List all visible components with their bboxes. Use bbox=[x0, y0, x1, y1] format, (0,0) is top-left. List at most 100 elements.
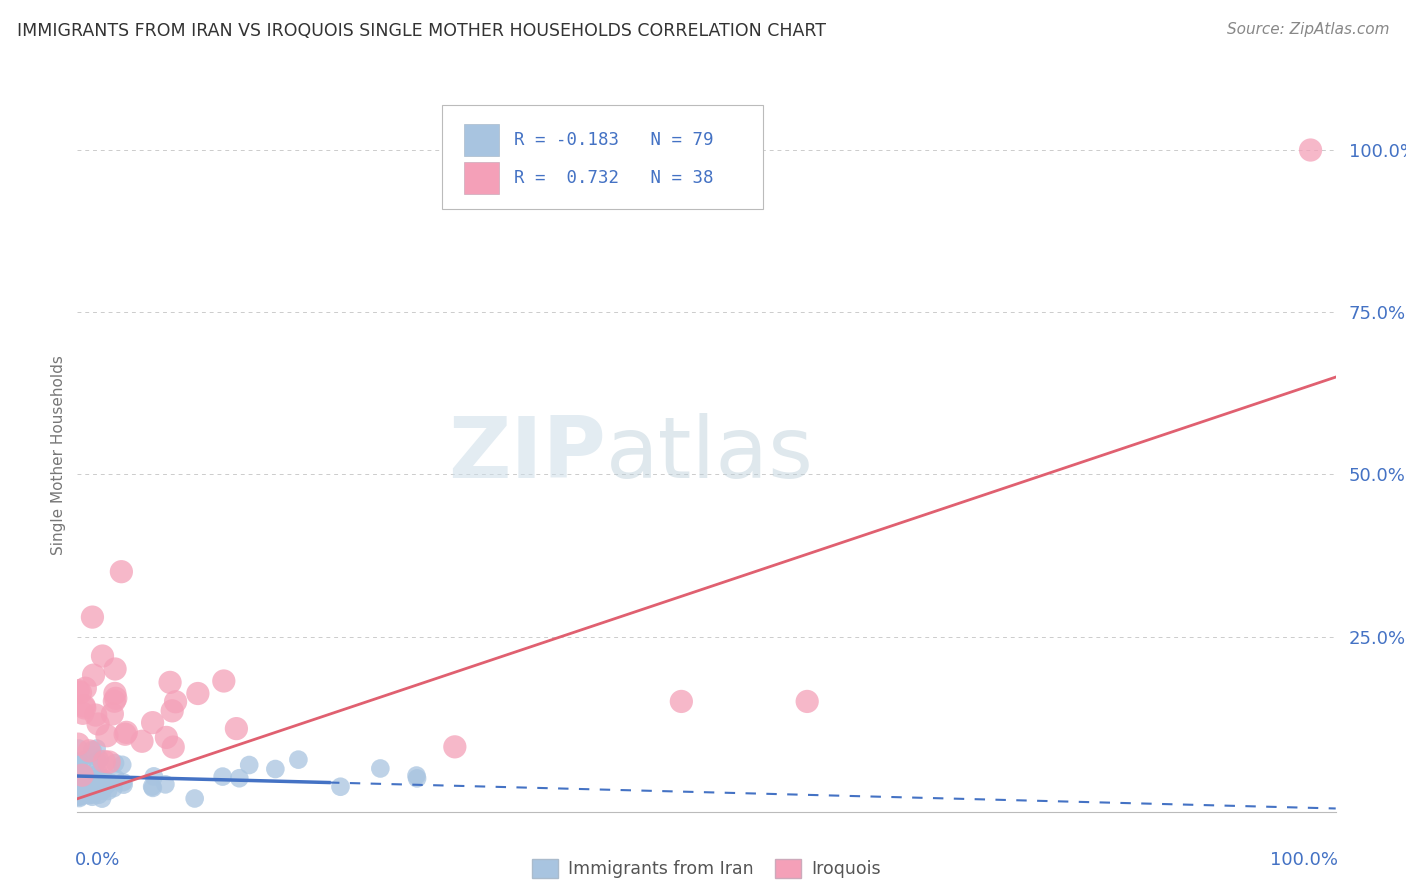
Point bbox=[69, 763, 91, 777]
Point bbox=[162, 740, 184, 755]
Point bbox=[89, 771, 111, 785]
Point bbox=[69, 685, 91, 699]
Point bbox=[72, 706, 94, 721]
Point bbox=[83, 780, 105, 794]
Point bbox=[73, 774, 96, 789]
Point bbox=[142, 715, 165, 730]
Point bbox=[103, 781, 125, 796]
Point bbox=[160, 704, 183, 718]
Point bbox=[444, 739, 467, 754]
Point bbox=[91, 784, 114, 798]
Point bbox=[75, 785, 97, 799]
Text: R = -0.183   N = 79: R = -0.183 N = 79 bbox=[515, 130, 713, 149]
Point bbox=[77, 775, 100, 789]
Point bbox=[69, 771, 91, 785]
Point bbox=[80, 748, 103, 763]
Bar bbox=[464, 162, 499, 194]
Point bbox=[75, 768, 97, 782]
Point bbox=[69, 771, 91, 785]
Point bbox=[83, 780, 105, 794]
Point bbox=[86, 754, 108, 768]
Point bbox=[80, 783, 103, 797]
Point bbox=[406, 772, 429, 786]
Point bbox=[77, 783, 100, 797]
Y-axis label: Single Mother Households: Single Mother Households bbox=[51, 355, 66, 555]
Point bbox=[79, 789, 101, 803]
Point bbox=[66, 789, 89, 804]
Point bbox=[103, 694, 125, 708]
Point bbox=[84, 778, 107, 792]
Point bbox=[87, 771, 110, 785]
Point bbox=[104, 691, 127, 706]
Point bbox=[112, 775, 135, 789]
Point bbox=[98, 755, 121, 769]
Point bbox=[104, 756, 127, 771]
Point bbox=[82, 785, 104, 799]
Point bbox=[93, 755, 115, 769]
Point bbox=[211, 770, 233, 784]
Text: ZIP: ZIP bbox=[449, 413, 606, 497]
Point bbox=[112, 778, 135, 792]
Point bbox=[111, 757, 134, 772]
Point bbox=[69, 766, 91, 780]
Point bbox=[101, 706, 124, 721]
Point bbox=[671, 694, 693, 708]
Point bbox=[73, 701, 96, 715]
Point bbox=[82, 743, 104, 757]
Point bbox=[159, 675, 181, 690]
Text: IMMIGRANTS FROM IRAN VS IROQUOIS SINGLE MOTHER HOUSEHOLDS CORRELATION CHART: IMMIGRANTS FROM IRAN VS IROQUOIS SINGLE … bbox=[17, 22, 825, 40]
Point bbox=[96, 729, 118, 743]
Point bbox=[73, 772, 96, 786]
Point bbox=[87, 788, 110, 802]
Point bbox=[73, 785, 96, 799]
Point bbox=[67, 791, 90, 805]
Legend: Immigrants from Iran, Iroquois: Immigrants from Iran, Iroquois bbox=[524, 852, 889, 885]
Point bbox=[77, 767, 100, 781]
Point bbox=[87, 765, 110, 780]
Point bbox=[84, 708, 107, 723]
Point bbox=[264, 762, 287, 776]
Point bbox=[72, 767, 94, 781]
Point bbox=[69, 755, 91, 769]
Point bbox=[67, 737, 90, 751]
Point bbox=[67, 683, 90, 698]
Point bbox=[70, 785, 93, 799]
Point bbox=[131, 734, 153, 748]
Point bbox=[67, 757, 90, 772]
Point bbox=[67, 741, 90, 756]
Point bbox=[212, 673, 235, 688]
Point bbox=[142, 769, 165, 783]
Point bbox=[80, 788, 103, 802]
Point bbox=[67, 769, 90, 783]
Point bbox=[83, 668, 105, 682]
Text: 0.0%: 0.0% bbox=[75, 851, 120, 869]
Text: 100.0%: 100.0% bbox=[1270, 851, 1339, 869]
Point bbox=[91, 772, 114, 787]
Point bbox=[405, 768, 427, 782]
Point bbox=[73, 777, 96, 791]
Point bbox=[96, 778, 118, 792]
Point bbox=[238, 758, 260, 772]
Point bbox=[142, 780, 165, 795]
Point bbox=[97, 784, 120, 798]
Point bbox=[104, 662, 127, 676]
Point bbox=[91, 791, 114, 805]
Point bbox=[228, 771, 250, 785]
Point bbox=[72, 754, 94, 768]
Point bbox=[82, 789, 104, 804]
Point bbox=[91, 648, 114, 663]
Point bbox=[93, 772, 115, 786]
Point bbox=[72, 780, 94, 794]
Point bbox=[110, 565, 132, 579]
Point bbox=[69, 789, 91, 803]
Bar bbox=[464, 124, 499, 156]
Point bbox=[79, 744, 101, 758]
Point bbox=[67, 789, 90, 804]
Point bbox=[1299, 143, 1322, 157]
Point bbox=[76, 787, 98, 801]
Point bbox=[72, 772, 94, 786]
Point bbox=[87, 717, 110, 731]
Point bbox=[165, 695, 187, 709]
Point bbox=[155, 777, 177, 791]
Point bbox=[98, 775, 121, 789]
